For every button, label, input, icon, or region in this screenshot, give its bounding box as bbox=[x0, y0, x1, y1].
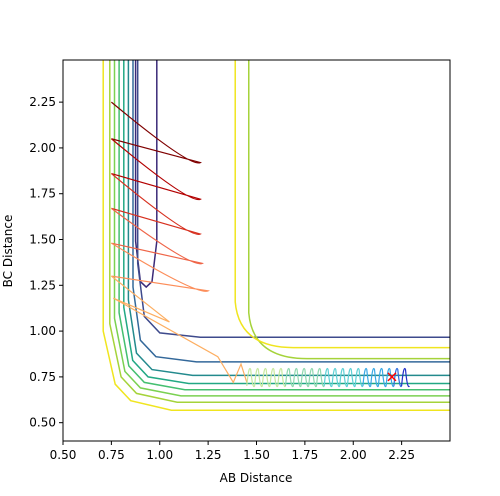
y-tick-label: 1.50 bbox=[29, 233, 56, 247]
x-axis-label: AB Distance bbox=[220, 471, 293, 485]
contour-line bbox=[136, 60, 450, 339]
trajectory-segment bbox=[110, 101, 202, 164]
contour-line bbox=[118, 60, 450, 391]
trajectory-segment bbox=[362, 367, 395, 388]
x-tick-label: 2.00 bbox=[340, 448, 367, 462]
x-tick-label: 1.75 bbox=[292, 448, 319, 462]
y-tick-label: 2.00 bbox=[29, 141, 56, 155]
x-tick-label: 1.50 bbox=[243, 448, 270, 462]
trajectory bbox=[110, 101, 410, 388]
trajectory-segment bbox=[393, 367, 403, 388]
contour-line bbox=[132, 60, 450, 363]
end-marker bbox=[387, 372, 397, 382]
contour-line bbox=[234, 60, 450, 349]
trajectory-segment bbox=[111, 242, 210, 292]
x-tick-label: 1.00 bbox=[146, 448, 173, 462]
y-tick-label: 1.25 bbox=[29, 278, 56, 292]
trajectory-segment bbox=[323, 367, 364, 388]
y-tick-label: 1.75 bbox=[29, 187, 56, 201]
trajectory-segment bbox=[111, 275, 248, 384]
y-axis: 0.50 0.75 1.00 1.25 1.50 1.75 2.00 2.25 bbox=[29, 95, 63, 430]
x-tick-label: 0.75 bbox=[98, 448, 125, 462]
x-axis: 0.50 0.75 1.00 1.25 1.50 1.75 2.00 2.25 bbox=[50, 441, 415, 462]
y-tick-label: 2.25 bbox=[29, 95, 56, 109]
y-tick-label: 1.00 bbox=[29, 324, 56, 338]
trajectory-segment bbox=[401, 367, 410, 388]
y-tick-label: 0.75 bbox=[29, 370, 56, 384]
trajectory-segment bbox=[284, 367, 325, 388]
y-tick-label: 0.50 bbox=[29, 416, 56, 430]
trajectory-segment bbox=[246, 367, 287, 388]
contour-line bbox=[127, 60, 450, 377]
contour-line bbox=[109, 60, 450, 403]
x-tick-label: 0.50 bbox=[50, 448, 77, 462]
x-tick-label: 2.25 bbox=[388, 448, 415, 462]
trajectory-segment bbox=[110, 138, 202, 201]
trajectory-segment bbox=[111, 207, 204, 265]
contour-line bbox=[102, 60, 450, 411]
contour-lines bbox=[102, 60, 450, 411]
x-tick-label: 1.25 bbox=[195, 448, 222, 462]
trajectory-segment bbox=[110, 173, 202, 236]
contour-line bbox=[248, 60, 450, 360]
contour-line bbox=[123, 60, 450, 385]
contour-line bbox=[113, 60, 450, 397]
y-axis-label: BC Distance bbox=[1, 215, 15, 288]
